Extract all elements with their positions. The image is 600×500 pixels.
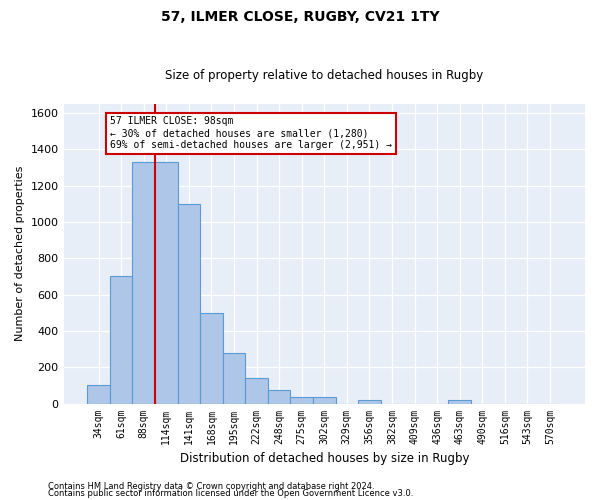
Bar — [448, 400, 471, 404]
Bar — [178, 204, 200, 404]
X-axis label: Distribution of detached houses by size in Rugby: Distribution of detached houses by size … — [179, 452, 469, 465]
Y-axis label: Number of detached properties: Number of detached properties — [15, 166, 25, 342]
Bar — [313, 397, 335, 404]
Text: Contains public sector information licensed under the Open Government Licence v3: Contains public sector information licen… — [48, 489, 413, 498]
Bar — [290, 397, 313, 404]
Title: Size of property relative to detached houses in Rugby: Size of property relative to detached ho… — [165, 69, 484, 82]
Bar — [223, 352, 245, 404]
Bar — [110, 276, 133, 404]
Bar — [133, 162, 155, 404]
Bar — [268, 390, 290, 404]
Bar — [200, 313, 223, 404]
Bar — [358, 400, 381, 404]
Text: 57 ILMER CLOSE: 98sqm
← 30% of detached houses are smaller (1,280)
69% of semi-d: 57 ILMER CLOSE: 98sqm ← 30% of detached … — [110, 116, 392, 150]
Text: 57, ILMER CLOSE, RUGBY, CV21 1TY: 57, ILMER CLOSE, RUGBY, CV21 1TY — [161, 10, 439, 24]
Bar — [245, 378, 268, 404]
Bar — [155, 162, 178, 404]
Text: Contains HM Land Registry data © Crown copyright and database right 2024.: Contains HM Land Registry data © Crown c… — [48, 482, 374, 491]
Bar — [87, 386, 110, 404]
